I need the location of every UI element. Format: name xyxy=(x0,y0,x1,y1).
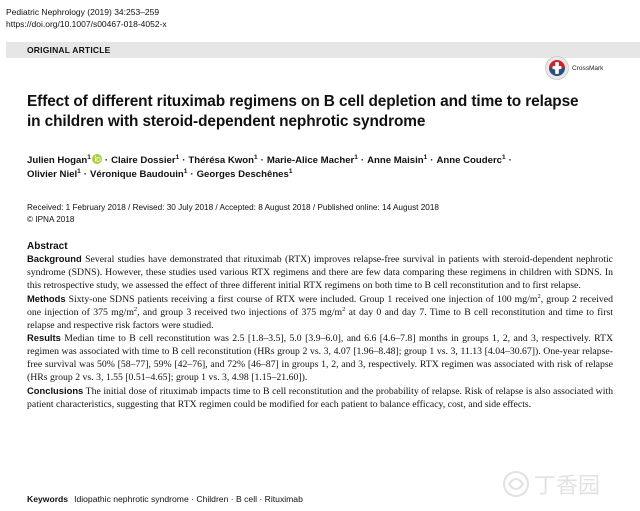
author-affiliation-mark: 1 xyxy=(423,153,428,161)
author-separator: · xyxy=(190,169,194,180)
methods-text-4: at day 0 and day 7. Time to B cell recon… xyxy=(27,306,613,331)
conclusions-label: Conclusions xyxy=(27,385,84,397)
author-affiliation-mark: 1 xyxy=(502,153,506,161)
abstract-conclusions: Conclusions The initial dose of rituxima… xyxy=(27,385,613,412)
squared-mark: 2 xyxy=(537,292,541,300)
conclusions-text: The initial dose of rituximab impacts ti… xyxy=(27,386,613,410)
keywords-label: Keywords xyxy=(27,494,69,504)
author: Claire Dossier xyxy=(111,155,176,166)
author-affiliation-mark: 1 xyxy=(288,167,293,175)
dxy-logo-icon: 丁香园 xyxy=(503,471,600,499)
methods-text-1: Sixty-one SDNS patients receiving a firs… xyxy=(68,293,538,305)
background-label: Background xyxy=(27,253,82,264)
crossmark-label: CrossMark xyxy=(572,64,604,72)
journal-header: Pediatric Nephrology (2019) 34:253–259 h… xyxy=(6,6,167,30)
background-text: Several studies have demonstrated that r… xyxy=(27,254,613,291)
author-separator: · xyxy=(182,155,186,166)
history-dates: Received: 1 February 2018 / Revised: 30 … xyxy=(27,203,439,212)
crossmark-badge[interactable]: CrossMark xyxy=(545,56,603,80)
author-separator: · xyxy=(104,155,109,166)
author: Anne Couderc xyxy=(436,155,503,166)
author-list: Julien Hogan1 · Claire Dossier1 · Thérésa Kw… xyxy=(27,154,617,182)
author: Thérésa Kwon xyxy=(188,155,254,166)
author: Véronique Baudouin xyxy=(89,169,184,180)
abstract-results: Results Median time to B cell reconstitu… xyxy=(27,332,613,385)
methods-label: Methods xyxy=(27,292,66,304)
author: Julien Hogan xyxy=(27,155,88,166)
keywords-items: Idiopathic nephrotic syndrome · Children… xyxy=(74,494,303,504)
author-separator: · xyxy=(260,155,264,166)
author-affiliation-mark: 1 xyxy=(254,153,258,161)
article-type-band xyxy=(6,42,640,58)
abstract-heading: Abstract xyxy=(27,241,68,252)
crossmark-icon xyxy=(545,56,569,80)
results-text: Median time to B cell reconstitution was… xyxy=(27,333,613,384)
author-separator: · xyxy=(430,155,434,166)
journal-citation: Pediatric Nephrology (2019) 34:253–259 xyxy=(6,7,160,17)
methods-text-3: , and group 3 received two injections of… xyxy=(137,306,343,318)
doi-link[interactable]: https://doi.org/10.1007/s00467-018-4052-… xyxy=(6,19,167,29)
author-separator: · xyxy=(508,155,512,166)
orcid-icon[interactable] xyxy=(91,154,102,164)
author: Olivier Niel xyxy=(27,169,78,180)
copyright-line: © IPNA 2018 xyxy=(27,215,75,224)
author-separator: · xyxy=(360,155,365,166)
article-type: ORIGINAL ARTICLE xyxy=(27,45,111,55)
abstract-body: Background Several studies have demonstr… xyxy=(27,253,613,412)
author-affiliation-mark: 1 xyxy=(354,153,358,161)
abstract-background: Background Several studies have demonstr… xyxy=(27,253,613,293)
squared-mark: 2 xyxy=(342,305,346,313)
abstract-methods: Methods Sixty-one SDNS patients receivin… xyxy=(27,293,613,333)
author-affiliation-mark: 1 xyxy=(77,167,81,175)
article-title: Effect of different rituximab regimens o… xyxy=(27,93,579,130)
methods-text-2: , group 2 received one injection of 375 … xyxy=(27,293,613,318)
author: Georges Deschênes xyxy=(196,169,289,180)
author: Anne Maisin xyxy=(367,155,424,166)
author-affiliation-mark: 1 xyxy=(183,167,188,175)
publication-dates: Received: 1 February 2018 / Revised: 30 … xyxy=(27,202,439,226)
squared-mark: 2 xyxy=(133,305,138,313)
author-affiliation-mark: 1 xyxy=(87,153,91,161)
watermark-text: 丁香园 xyxy=(534,474,600,499)
author-affiliation-mark: 1 xyxy=(175,153,180,161)
results-label: Results xyxy=(27,332,61,344)
keywords-line: Keywords Idiopathic nephrotic syndrome · … xyxy=(27,493,303,505)
author: Marie-Alice Macher xyxy=(266,155,355,166)
author-separator: · xyxy=(83,169,87,180)
